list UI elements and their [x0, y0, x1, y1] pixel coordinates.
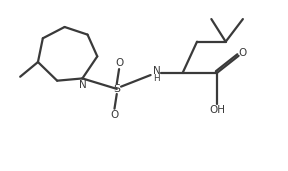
Text: OH: OH [209, 104, 225, 115]
Text: N: N [79, 80, 87, 90]
Text: N: N [153, 66, 161, 76]
Text: O: O [110, 110, 119, 120]
Text: O: O [115, 58, 123, 68]
Text: S: S [113, 84, 120, 94]
Text: H: H [154, 75, 160, 83]
Text: O: O [238, 48, 247, 58]
